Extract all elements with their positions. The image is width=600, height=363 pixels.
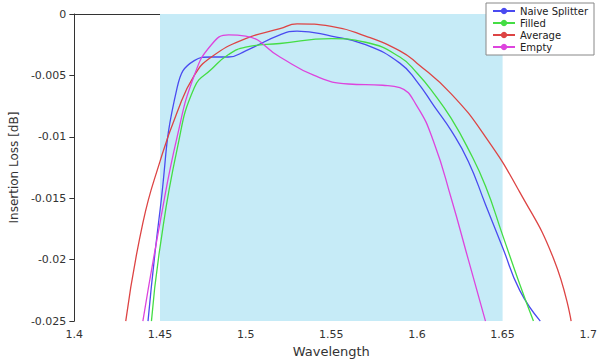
svg-text:Filled: Filled [520, 18, 546, 29]
svg-text:1.45: 1.45 [148, 328, 173, 341]
svg-text:-0.025: -0.025 [31, 315, 66, 328]
svg-text:Average: Average [520, 30, 561, 41]
svg-text:-0.02: -0.02 [38, 253, 66, 266]
svg-text:Empty: Empty [520, 42, 552, 53]
svg-text:Insertion Loss [dB]: Insertion Loss [dB] [7, 112, 21, 224]
svg-text:1.5: 1.5 [237, 328, 255, 341]
svg-text:1.6: 1.6 [408, 328, 426, 341]
svg-text:Naive Splitter: Naive Splitter [520, 6, 589, 17]
svg-text:1.7: 1.7 [580, 328, 598, 341]
svg-text:0: 0 [59, 8, 66, 21]
svg-text:Wavelength: Wavelength [293, 344, 370, 359]
svg-text:-0.01: -0.01 [38, 130, 66, 143]
svg-text:-0.015: -0.015 [31, 192, 66, 205]
svg-text:-0.005: -0.005 [31, 69, 66, 82]
svg-text:1.4: 1.4 [66, 328, 84, 341]
svg-text:1.55: 1.55 [319, 328, 344, 341]
svg-text:1.65: 1.65 [490, 328, 515, 341]
